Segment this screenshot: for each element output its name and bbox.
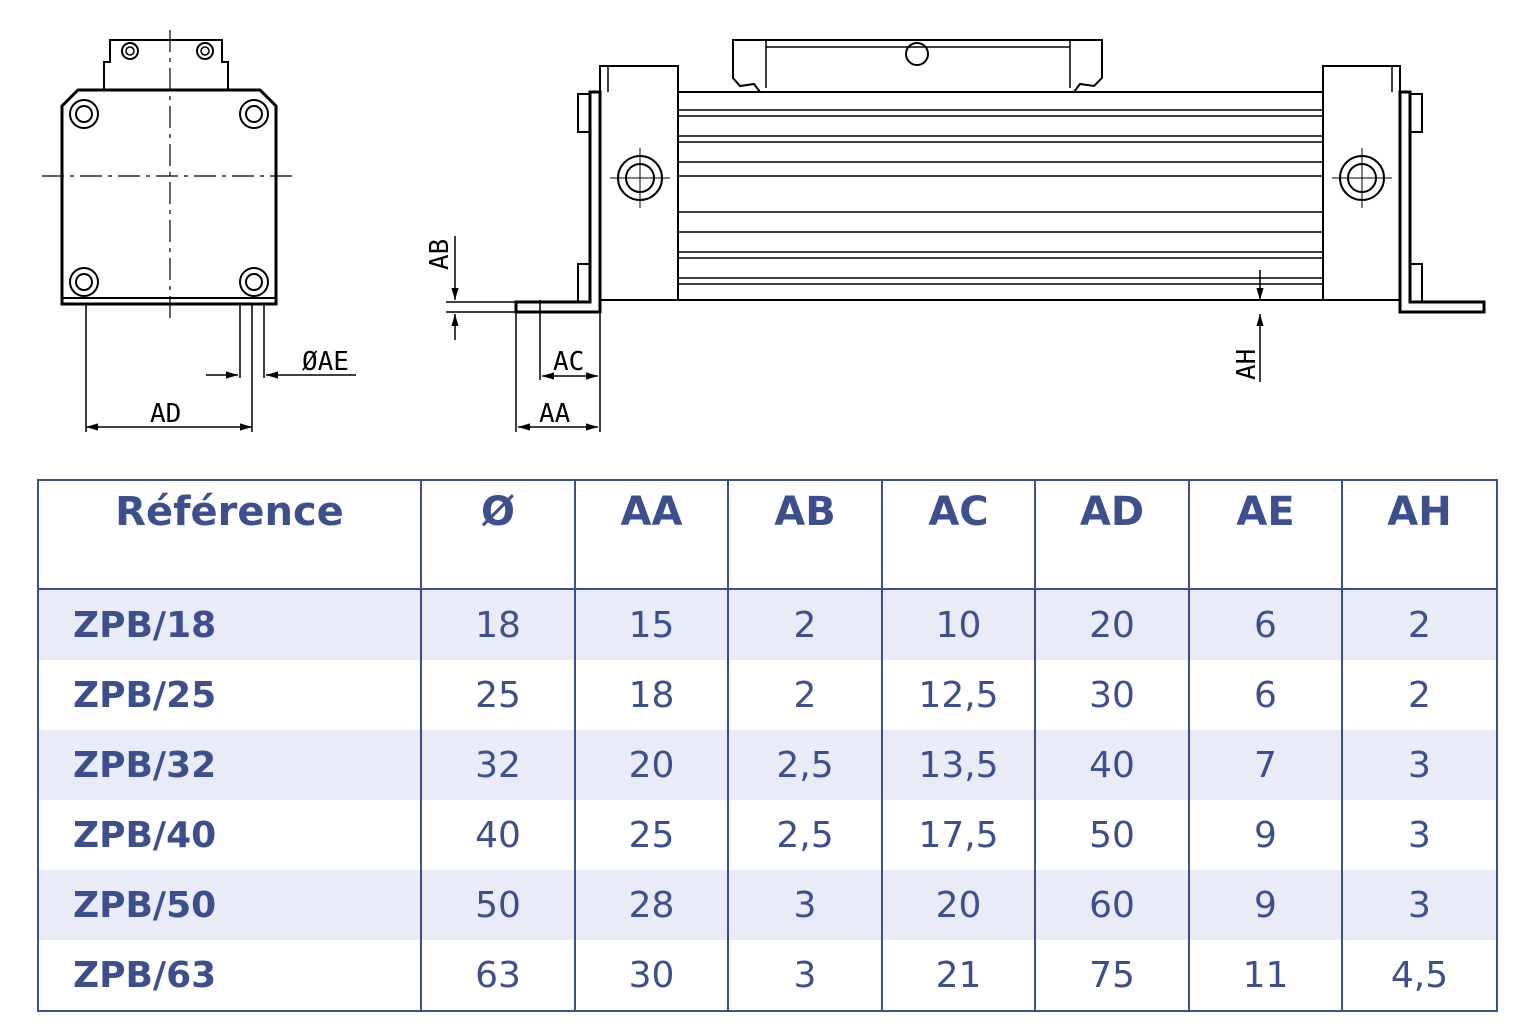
cell-diameter: 18 — [420, 589, 576, 660]
cell-ae: 9 — [1188, 870, 1343, 940]
cell-aa: 15 — [574, 589, 729, 660]
cell-ac: 13,5 — [881, 730, 1036, 800]
cell-diameter: 32 — [420, 730, 576, 800]
cell-ae: 7 — [1188, 730, 1343, 800]
header-aa: AA — [574, 480, 729, 590]
table-row: ZPB/25 25 18 2 12,5 30 6 2 — [37, 660, 1498, 730]
cell-reference: ZPB/25 — [37, 660, 422, 730]
cell-reference: ZPB/32 — [37, 730, 422, 800]
cell-ac: 21 — [881, 940, 1036, 1011]
cell-ac: 10 — [881, 589, 1036, 660]
header-ab: AB — [727, 480, 883, 590]
cell-ad: 40 — [1034, 730, 1190, 800]
cell-ab: 2,5 — [727, 730, 883, 800]
cell-ad: 20 — [1034, 589, 1190, 660]
header-diameter: Ø — [420, 480, 576, 590]
cell-reference: ZPB/40 — [37, 800, 422, 870]
front-view — [42, 30, 356, 432]
table-row: ZPB/18 18 15 2 10 20 6 2 — [37, 589, 1498, 660]
cell-ae: 9 — [1188, 800, 1343, 870]
dimension-table: Référence Ø AA AB AC AD AE AH ZPB/18 18 … — [37, 479, 1498, 1012]
dim-label-ae: ØAE — [302, 347, 349, 377]
cell-ad: 50 — [1034, 800, 1190, 870]
technical-drawing: ØAE AD — [42, 30, 1486, 432]
cell-diameter: 63 — [420, 940, 576, 1011]
cell-ah: 3 — [1341, 730, 1498, 800]
table-row: ZPB/40 40 25 2,5 17,5 50 9 3 — [37, 800, 1498, 870]
cell-ac: 17,5 — [881, 800, 1036, 870]
cell-ad: 60 — [1034, 870, 1190, 940]
header-ac: AC — [881, 480, 1036, 590]
cell-ab: 3 — [727, 870, 883, 940]
cell-ac: 12,5 — [881, 660, 1036, 730]
cell-diameter: 25 — [420, 660, 576, 730]
cell-ad: 75 — [1034, 940, 1190, 1011]
table-row: ZPB/63 63 30 3 21 75 11 4,5 — [37, 940, 1498, 1011]
cell-aa: 30 — [574, 940, 729, 1011]
table-row: ZPB/32 32 20 2,5 13,5 40 7 3 — [37, 730, 1498, 800]
cell-ah: 2 — [1341, 589, 1498, 660]
table-header-row: Référence Ø AA AB AC AD AE AH — [37, 480, 1498, 590]
cell-reference: ZPB/63 — [37, 940, 422, 1011]
cell-aa: 20 — [574, 730, 729, 800]
cell-ac: 20 — [881, 870, 1036, 940]
cell-ae: 6 — [1188, 589, 1343, 660]
cell-ah: 4,5 — [1341, 940, 1498, 1011]
dim-label-ab: AB — [425, 239, 455, 270]
cell-diameter: 50 — [420, 870, 576, 940]
cell-aa: 25 — [574, 800, 729, 870]
table-row: ZPB/50 50 28 3 20 60 9 3 — [37, 870, 1498, 940]
cell-ab: 2 — [727, 660, 883, 730]
header-ah: AH — [1341, 480, 1498, 590]
cell-diameter: 40 — [420, 800, 576, 870]
header-reference: Référence — [37, 480, 422, 590]
cell-aa: 28 — [574, 870, 729, 940]
header-ad: AD — [1034, 480, 1190, 590]
cell-ad: 30 — [1034, 660, 1190, 730]
dim-label-ah: AH — [1232, 349, 1262, 380]
cell-ae: 11 — [1188, 940, 1343, 1011]
cell-ah: 2 — [1341, 660, 1498, 730]
cell-aa: 18 — [574, 660, 729, 730]
dim-label-ad: AD — [150, 399, 181, 429]
cell-ab: 2 — [727, 589, 883, 660]
dim-label-aa: AA — [539, 399, 571, 429]
cell-reference: ZPB/50 — [37, 870, 422, 940]
cell-ah: 3 — [1341, 800, 1498, 870]
cell-reference: ZPB/18 — [37, 589, 422, 660]
cell-ab: 2,5 — [727, 800, 883, 870]
cell-ae: 6 — [1188, 660, 1343, 730]
cell-ah: 3 — [1341, 870, 1498, 940]
cell-ab: 3 — [727, 940, 883, 1011]
dim-label-ac: AC — [553, 347, 584, 377]
header-ae: AE — [1188, 480, 1343, 590]
side-view — [446, 39, 1486, 432]
